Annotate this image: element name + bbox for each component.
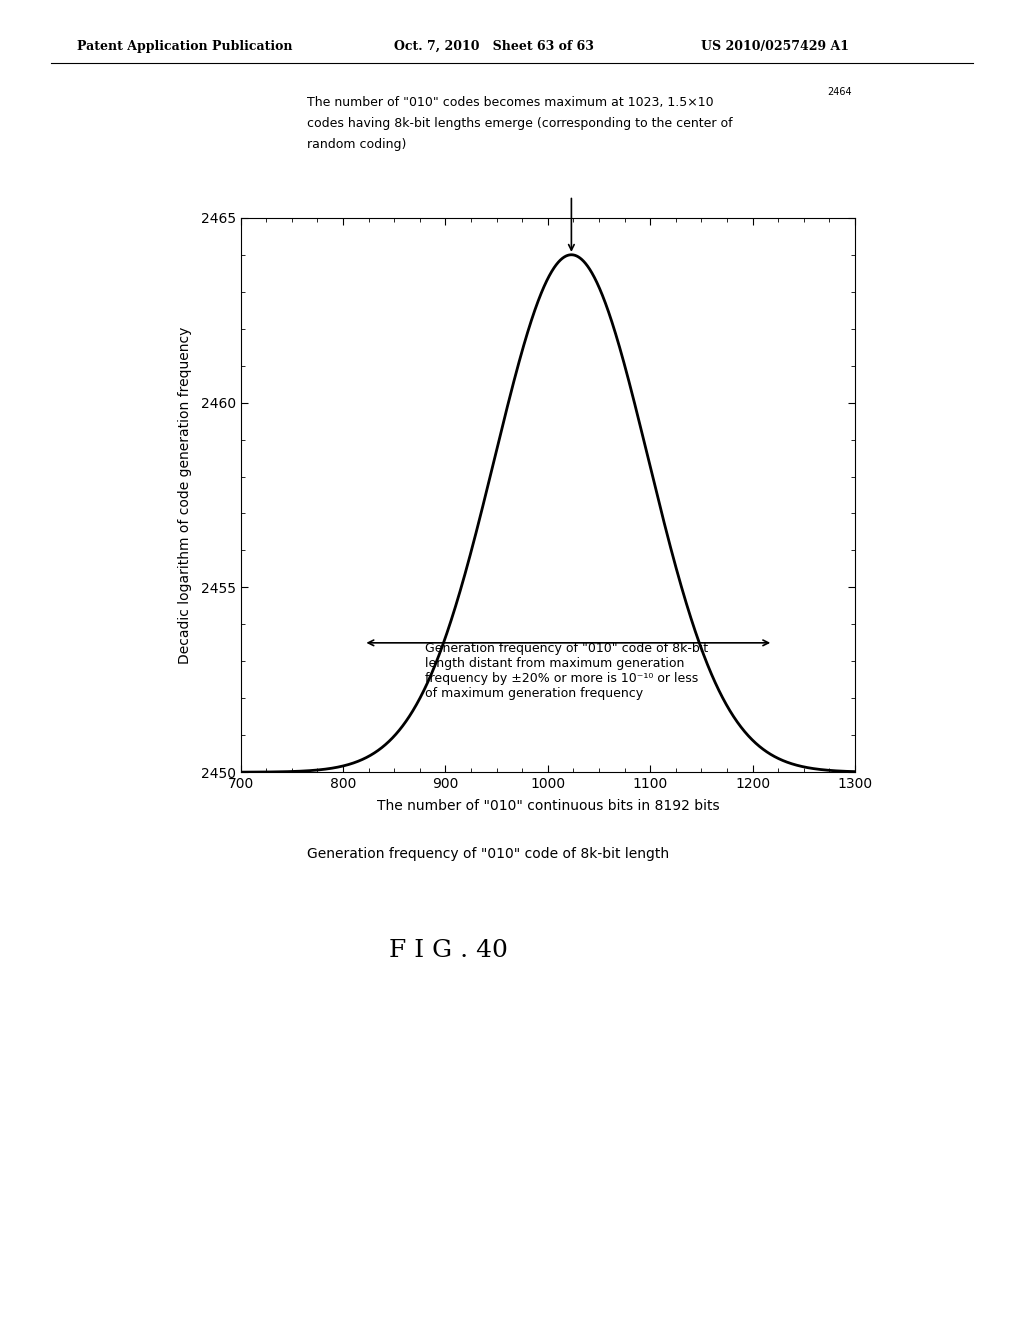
Text: Generation frequency of "010" code of 8k-bit length: Generation frequency of "010" code of 8k… — [307, 847, 670, 861]
Text: codes having 8k-bit lengths emerge (corresponding to the center of: codes having 8k-bit lengths emerge (corr… — [307, 116, 733, 129]
Text: F I G . 40: F I G . 40 — [389, 939, 508, 962]
Text: The number of "010" codes becomes maximum at 1023, 1.5×10: The number of "010" codes becomes maximu… — [307, 95, 714, 108]
Text: Generation frequency of "010" code of 8k-bit
length distant from maximum generat: Generation frequency of "010" code of 8k… — [425, 642, 708, 700]
Text: US 2010/0257429 A1: US 2010/0257429 A1 — [701, 40, 850, 53]
Y-axis label: Decadic logarithm of code generation frequency: Decadic logarithm of code generation fre… — [178, 326, 193, 664]
Text: Oct. 7, 2010   Sheet 63 of 63: Oct. 7, 2010 Sheet 63 of 63 — [394, 40, 594, 53]
Text: 2464: 2464 — [827, 87, 852, 98]
Text: Patent Application Publication: Patent Application Publication — [77, 40, 292, 53]
Text: random coding): random coding) — [307, 137, 407, 150]
X-axis label: The number of "010" continuous bits in 8192 bits: The number of "010" continuous bits in 8… — [377, 800, 719, 813]
